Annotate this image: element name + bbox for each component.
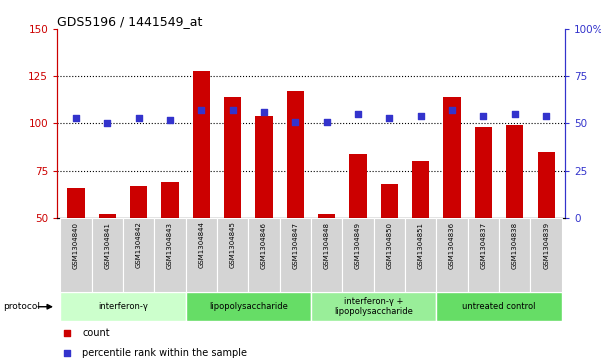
Point <box>63 330 72 336</box>
Point <box>71 115 81 121</box>
Point <box>259 109 269 115</box>
Bar <box>381 184 398 218</box>
Point <box>290 119 300 125</box>
Point <box>322 119 332 125</box>
Point <box>165 117 175 123</box>
Text: percentile rank within the sample: percentile rank within the sample <box>82 347 248 358</box>
Point <box>197 107 206 113</box>
Bar <box>506 125 523 218</box>
Bar <box>60 292 186 321</box>
Bar <box>255 116 273 218</box>
Text: untreated control: untreated control <box>462 302 536 311</box>
Bar <box>444 97 461 218</box>
Bar <box>405 218 436 292</box>
Text: GDS5196 / 1441549_at: GDS5196 / 1441549_at <box>57 15 203 28</box>
Bar <box>468 218 499 292</box>
Bar <box>154 218 186 292</box>
Point <box>102 121 112 126</box>
Text: GSM1304845: GSM1304845 <box>230 221 236 268</box>
Bar <box>436 218 468 292</box>
Point <box>447 107 457 113</box>
Text: count: count <box>82 328 110 338</box>
Bar <box>186 218 217 292</box>
Text: GSM1304837: GSM1304837 <box>480 221 486 269</box>
Point <box>510 111 520 117</box>
Bar <box>531 218 562 292</box>
Text: lipopolysaccharide: lipopolysaccharide <box>209 302 288 311</box>
Bar <box>412 161 429 218</box>
Text: GSM1304848: GSM1304848 <box>324 221 330 269</box>
Bar <box>248 218 279 292</box>
Text: GSM1304843: GSM1304843 <box>167 221 173 269</box>
Text: GSM1304850: GSM1304850 <box>386 221 392 269</box>
Bar <box>217 218 248 292</box>
Point <box>353 111 363 117</box>
Bar <box>499 218 531 292</box>
Bar <box>91 218 123 292</box>
Bar <box>161 182 178 218</box>
Bar <box>123 218 154 292</box>
Text: protocol: protocol <box>3 302 40 311</box>
Bar <box>186 292 311 321</box>
Text: interferon-γ +
lipopolysaccharide: interferon-γ + lipopolysaccharide <box>334 297 413 317</box>
Text: interferon-γ: interferon-γ <box>98 302 148 311</box>
Point <box>542 113 551 119</box>
Bar <box>343 218 374 292</box>
Point <box>134 115 144 121</box>
Bar <box>349 154 367 218</box>
Point <box>416 113 426 119</box>
Bar <box>436 292 562 321</box>
Bar <box>99 214 116 218</box>
Text: GSM1304836: GSM1304836 <box>449 221 455 269</box>
Text: GSM1304840: GSM1304840 <box>73 221 79 269</box>
Text: GSM1304849: GSM1304849 <box>355 221 361 269</box>
Text: GSM1304847: GSM1304847 <box>292 221 298 269</box>
Text: GSM1304838: GSM1304838 <box>512 221 518 269</box>
Text: GSM1304846: GSM1304846 <box>261 221 267 269</box>
Point <box>385 115 394 121</box>
Bar <box>287 91 304 218</box>
Text: GSM1304842: GSM1304842 <box>136 221 142 268</box>
Bar <box>311 218 343 292</box>
Text: GSM1304841: GSM1304841 <box>104 221 110 269</box>
Bar <box>374 218 405 292</box>
Point <box>478 113 488 119</box>
Bar <box>318 214 335 218</box>
Point <box>228 107 237 113</box>
Text: GSM1304851: GSM1304851 <box>418 221 424 269</box>
Bar <box>60 218 91 292</box>
Bar <box>67 188 85 218</box>
Bar <box>311 292 436 321</box>
Bar <box>475 127 492 218</box>
Text: GSM1304839: GSM1304839 <box>543 221 549 269</box>
Bar <box>193 70 210 218</box>
Bar <box>224 97 241 218</box>
Text: GSM1304844: GSM1304844 <box>198 221 204 268</box>
Bar <box>537 152 555 218</box>
Bar <box>279 218 311 292</box>
Point <box>63 350 72 355</box>
Bar <box>130 186 147 218</box>
